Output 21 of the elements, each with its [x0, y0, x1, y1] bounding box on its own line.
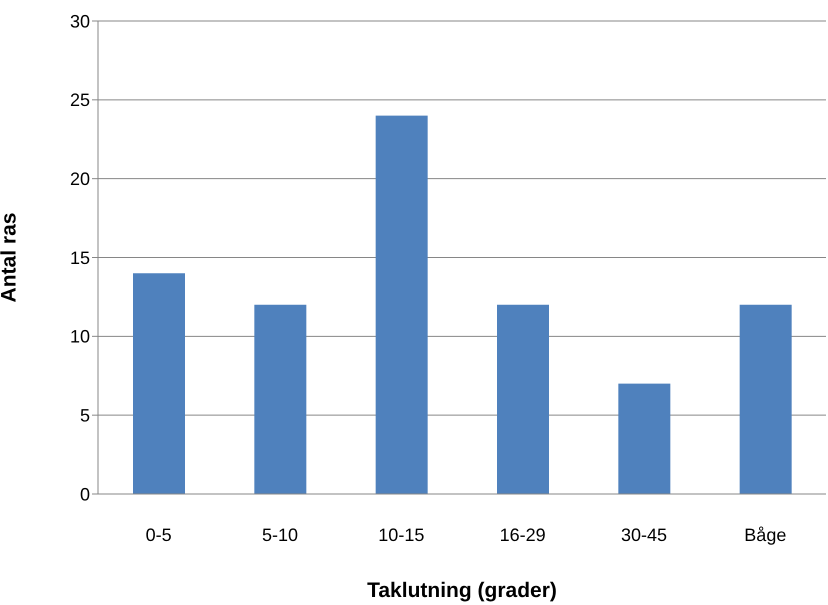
- y-tick-label: 5: [80, 406, 90, 426]
- x-tick-label: Båge: [744, 524, 786, 545]
- y-tick-label: 20: [70, 169, 90, 190]
- x-tick-label: 30-45: [620, 524, 668, 545]
- x-tick-label: 0-5: [146, 524, 172, 545]
- x-tick-label: 10-15: [378, 524, 424, 545]
- x-tick-label: 5-10: [262, 524, 298, 545]
- x-axis-title: Taklutning (grader): [367, 579, 557, 602]
- bar: [254, 304, 306, 494]
- y-tick-label: 30: [70, 11, 90, 32]
- y-tick-label: 0: [80, 484, 90, 504]
- bar: [497, 304, 549, 494]
- y-tick-label: 25: [70, 90, 90, 110]
- bar: [133, 273, 185, 494]
- y-tick-label: 10: [70, 326, 90, 347]
- x-tick-label: 16-29: [500, 524, 546, 545]
- bar: [740, 304, 792, 494]
- bar: [618, 384, 670, 494]
- y-axis-title: Antal ras: [0, 212, 20, 302]
- bar: [376, 116, 428, 494]
- y-tick-label: 15: [70, 248, 90, 268]
